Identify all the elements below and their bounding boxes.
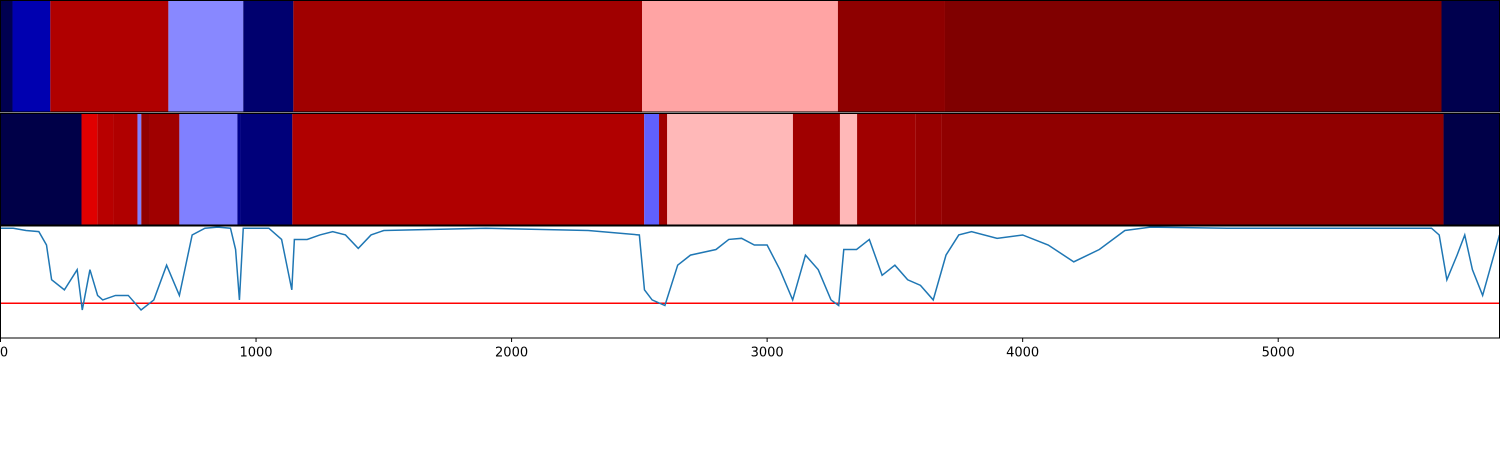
band-segment bbox=[839, 113, 858, 225]
band-segment bbox=[644, 113, 660, 225]
band-segment bbox=[837, 0, 945, 112]
band-segment bbox=[81, 113, 98, 225]
data-line bbox=[0, 226, 1500, 312]
band-segment bbox=[141, 113, 150, 225]
band-segment bbox=[137, 113, 142, 225]
band-segment bbox=[97, 113, 114, 225]
band-segment bbox=[944, 0, 1442, 112]
x-tick-label: 4000 bbox=[1006, 346, 1039, 361]
x-tick-label: 2000 bbox=[495, 346, 528, 361]
band-segment bbox=[857, 113, 916, 225]
band-segment bbox=[915, 113, 942, 225]
band-segment bbox=[0, 113, 82, 225]
band-segment bbox=[113, 113, 138, 225]
band-segment bbox=[12, 0, 51, 112]
band-segment bbox=[1441, 0, 1500, 112]
x-tick-label: 5000 bbox=[1262, 346, 1295, 361]
band-segment bbox=[237, 113, 241, 225]
band-segment bbox=[792, 113, 840, 225]
band-segment bbox=[168, 0, 244, 112]
band-segment bbox=[642, 0, 838, 112]
x-tick-label: 1000 bbox=[239, 346, 272, 361]
band-segment bbox=[667, 113, 793, 225]
x-tick-label: 0 bbox=[0, 346, 8, 361]
band-segment bbox=[941, 113, 1444, 225]
band-segment bbox=[292, 113, 645, 225]
band-segment bbox=[293, 0, 643, 112]
x-tick-label: 3000 bbox=[751, 346, 784, 361]
band-segment bbox=[50, 0, 169, 112]
band-segment bbox=[1443, 113, 1500, 225]
band-segment bbox=[240, 113, 293, 225]
band-segment bbox=[149, 113, 180, 225]
band-segment bbox=[0, 0, 13, 112]
band-segment bbox=[243, 0, 294, 112]
band-segment bbox=[659, 113, 668, 225]
band-segment bbox=[179, 113, 238, 225]
